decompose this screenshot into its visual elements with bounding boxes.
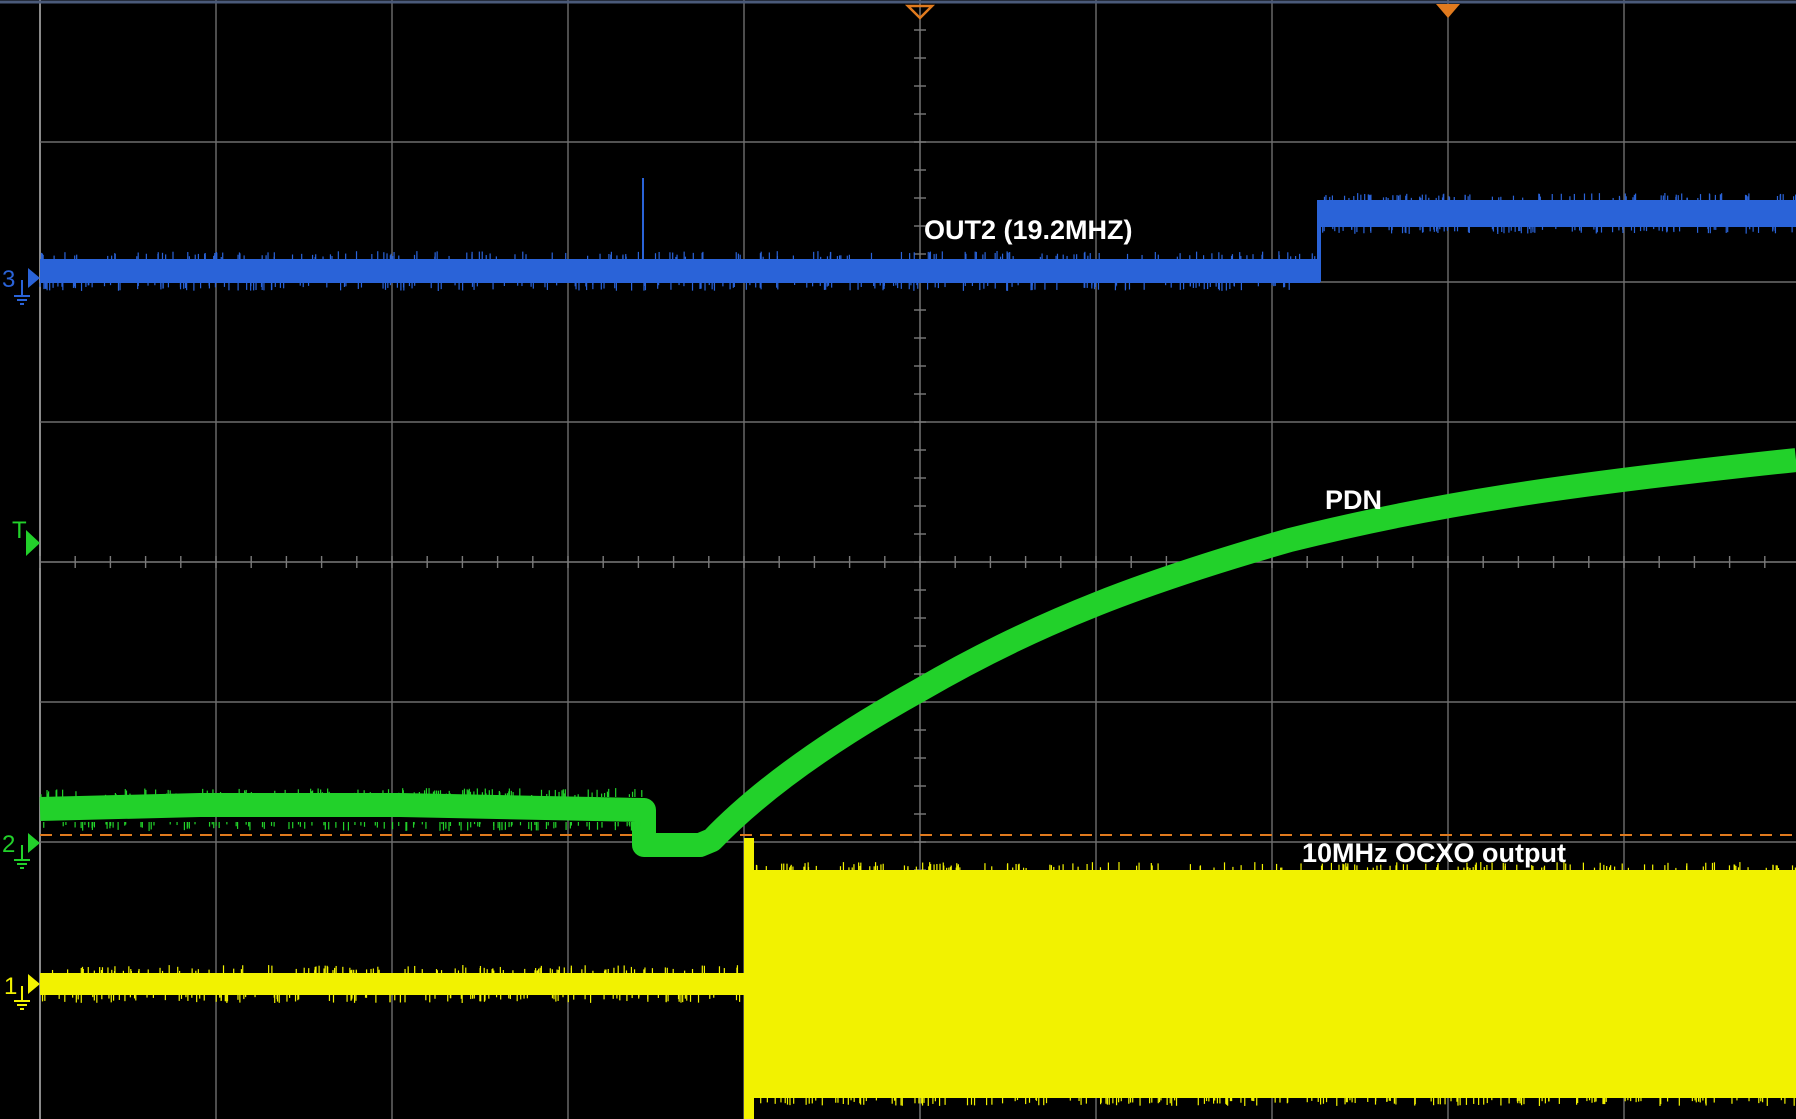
channel-1-trace-low xyxy=(40,973,750,995)
channel-3-marker-label: 3 xyxy=(2,266,15,293)
trace-label-pdn: PDN xyxy=(1325,485,1382,515)
trigger-marker-label: T xyxy=(12,517,27,544)
channel-3-trace-high xyxy=(1319,200,1796,227)
channel-1-oscillation-band xyxy=(748,870,1796,1098)
channel-1-startup-edge xyxy=(744,838,754,1119)
channel-3-trace-edge xyxy=(1317,200,1321,282)
channel-2-marker-label: 2 xyxy=(2,831,15,858)
trace-label-ocxo: 10MHz OCXO output xyxy=(1302,838,1566,868)
channel-3-trace-low xyxy=(40,259,1320,283)
trace-label-out2: OUT2 (19.2MHZ) xyxy=(924,215,1133,245)
channel-1-marker-label: 1 xyxy=(4,973,17,1000)
